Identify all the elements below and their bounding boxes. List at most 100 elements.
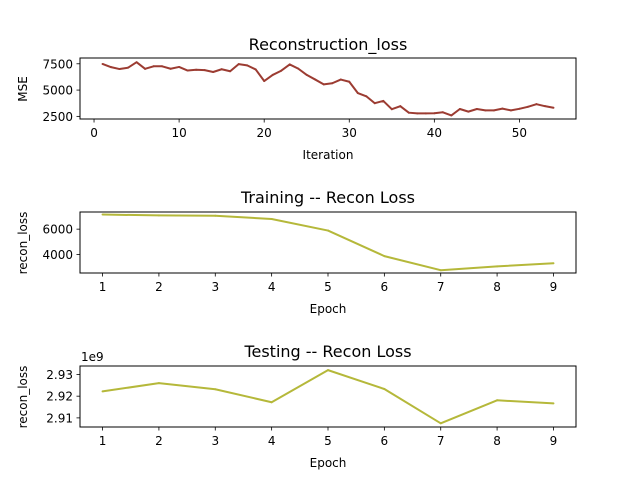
data-point	[496, 265, 499, 268]
x-tick-label: 9	[550, 280, 558, 294]
y-scale-multiplier: 1e9	[81, 350, 104, 364]
x-tick-label: 40	[427, 126, 442, 140]
data-point	[118, 68, 121, 71]
data-point	[203, 69, 206, 72]
data-point	[169, 67, 172, 70]
data-point	[518, 107, 521, 110]
data-point	[383, 255, 386, 258]
y-tick-label: 5000	[42, 84, 73, 98]
y-tick-label: 2500	[42, 110, 73, 124]
data-point	[101, 390, 104, 393]
data-point	[305, 73, 308, 76]
data-point	[356, 92, 359, 95]
data-point	[552, 262, 555, 265]
x-axis-label: Epoch	[310, 456, 347, 470]
data-point	[178, 65, 181, 68]
data-point	[263, 80, 266, 83]
data-point	[433, 112, 436, 115]
x-tick-label: 5	[324, 280, 332, 294]
data-point	[110, 66, 113, 69]
data-point	[135, 61, 138, 64]
y-axis-label: MSE	[16, 76, 30, 102]
y-tick-label: 2.91	[46, 411, 73, 425]
data-point	[195, 68, 198, 71]
x-tick-label: 3	[211, 434, 219, 448]
data-point	[254, 68, 257, 71]
x-tick-label: 20	[257, 126, 272, 140]
data-point	[186, 69, 189, 72]
data-point	[127, 66, 130, 69]
data-point	[416, 112, 419, 115]
plot-frame	[79, 57, 577, 120]
data-point	[450, 114, 453, 117]
data-point	[101, 62, 104, 65]
x-tick-label: 7	[437, 280, 445, 294]
data-point	[439, 422, 442, 425]
data-point	[439, 269, 442, 272]
x-tick-label: 3	[211, 280, 219, 294]
data-point	[297, 67, 300, 70]
data-point	[407, 111, 410, 114]
data-point	[157, 382, 160, 385]
data-point	[246, 64, 249, 67]
y-axis-label: recon_loss	[16, 212, 30, 275]
data-point	[331, 82, 334, 85]
data-point	[399, 105, 402, 108]
y-tick-label: 6000	[42, 223, 73, 237]
x-tick-label: 6	[381, 434, 389, 448]
data-point	[458, 108, 461, 111]
data-point	[382, 99, 385, 102]
y-tick-label: 7500	[42, 57, 73, 71]
data-point	[373, 102, 376, 105]
data-point	[327, 229, 329, 232]
x-tick-label: 4	[268, 434, 276, 448]
subplot-testing-recon-loss: Testing -- Recon Loss Epoch recon_loss 1…	[16, 342, 577, 470]
data-point	[501, 107, 504, 110]
data-point	[509, 109, 512, 112]
data-point	[327, 369, 329, 372]
data-point	[492, 109, 495, 112]
data-point	[552, 402, 555, 405]
x-tick-label: 1	[99, 434, 107, 448]
data-point	[441, 111, 444, 114]
subplot-title: Reconstruction_loss	[249, 35, 408, 55]
subplot-reconstruction-loss: Reconstruction_loss Iteration MSE 0 10 20 3…	[16, 35, 577, 162]
x-tick-label: 30	[342, 126, 357, 140]
x-tick-label: 2	[155, 280, 163, 294]
data-point	[552, 106, 555, 109]
data-point	[280, 69, 283, 72]
data-point	[365, 95, 368, 98]
data-point	[229, 70, 232, 73]
x-tick-label: 8	[493, 434, 501, 448]
data-point	[496, 399, 499, 402]
y-tick-label: 4000	[42, 248, 73, 262]
x-tick-label: 5	[324, 434, 332, 448]
y-axis-label: recon_loss	[16, 366, 30, 429]
data-point	[526, 105, 529, 108]
data-point	[424, 112, 427, 115]
data-point	[383, 388, 386, 391]
data-point	[475, 108, 478, 111]
x-axis-label: Epoch	[310, 302, 347, 316]
data-point	[101, 213, 104, 216]
subplot-title: Training -- Recon Loss	[240, 188, 415, 207]
x-tick-label: 0	[90, 126, 98, 140]
data-point	[543, 105, 546, 108]
data-point	[484, 109, 487, 112]
data-point	[214, 214, 217, 217]
x-tick-label: 1	[99, 280, 107, 294]
data-point	[288, 63, 291, 66]
subplot-training-recon-loss: Training -- Recon Loss Epoch recon_loss …	[16, 188, 577, 316]
y-tick-label: 2.93	[46, 368, 73, 382]
data-point	[152, 65, 155, 68]
subplot-title: Testing -- Recon Loss	[243, 342, 411, 361]
series-line	[102, 61, 554, 117]
data-point	[220, 68, 223, 71]
data-point	[144, 67, 147, 70]
x-tick-label: 9	[550, 434, 558, 448]
x-tick-label: 8	[493, 280, 501, 294]
x-tick-label: 10	[171, 126, 186, 140]
data-point	[339, 78, 342, 81]
data-point	[271, 73, 274, 76]
data-point	[390, 108, 393, 111]
